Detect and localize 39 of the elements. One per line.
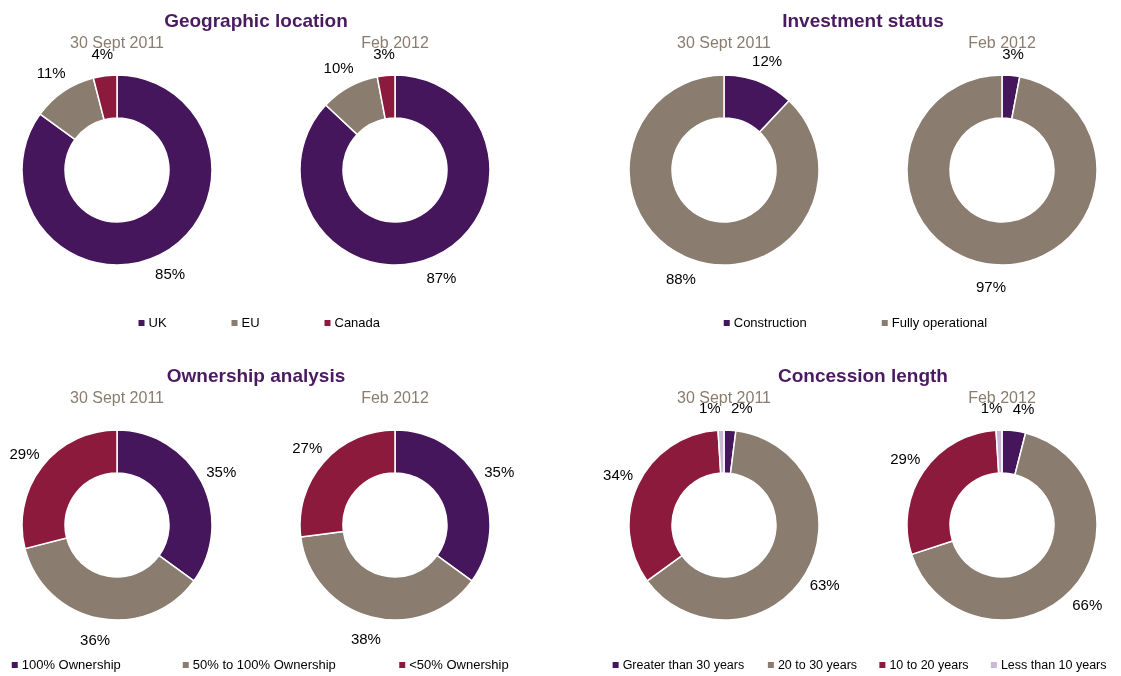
legend-label: Greater than 30 years (622, 658, 745, 672)
legend-label: 50% to 100% Ownership (192, 657, 336, 672)
legend-label: 100% Ownership (21, 657, 121, 672)
data-label: 88% (665, 270, 696, 288)
donut-slice (906, 74, 1098, 266)
chart-title: Concession length (778, 365, 948, 386)
data-label: 12% (752, 52, 783, 70)
donut-slice (628, 74, 820, 266)
legend-label: 20 to 30 years (777, 658, 858, 672)
data-label: 87% (426, 268, 457, 286)
legend-label: Canada (334, 315, 381, 330)
data-label: 85% (155, 265, 186, 283)
legend-label: Fully operational (891, 315, 988, 330)
legend-label: UK (148, 315, 167, 330)
legend-label: 10 to 20 years (889, 658, 969, 672)
chart-subtitle: 30 Sept 2011 (676, 34, 772, 51)
data-label: 38% (350, 629, 381, 647)
chart-title: Ownership analysis (166, 365, 346, 386)
legend-label: EU (241, 315, 260, 330)
data-label: 34% (603, 466, 634, 484)
data-label: 29% (9, 444, 40, 462)
donut-slice (299, 74, 491, 266)
data-label: 36% (80, 631, 111, 649)
chart-title: Geographic location (164, 10, 348, 31)
data-label: 63% (809, 575, 840, 593)
legend-label: Construction (733, 315, 807, 330)
data-label: 35% (484, 463, 515, 481)
legend-label: <50% Ownership (409, 657, 509, 672)
data-label: 97% (975, 277, 1006, 295)
chart-subtitle: 30 Sept 2011 (69, 389, 165, 406)
data-label: 11% (36, 64, 66, 82)
chart-title: Investment status (782, 10, 944, 31)
data-label: 27% (292, 438, 323, 456)
chart-subtitle: Feb 2012 (361, 389, 429, 406)
legend-label: Less than 10 years (1000, 658, 1107, 672)
data-label: 66% (1072, 596, 1103, 614)
data-label: 35% (206, 463, 237, 481)
data-label: 10% (323, 58, 354, 76)
data-label: 29% (890, 450, 921, 468)
